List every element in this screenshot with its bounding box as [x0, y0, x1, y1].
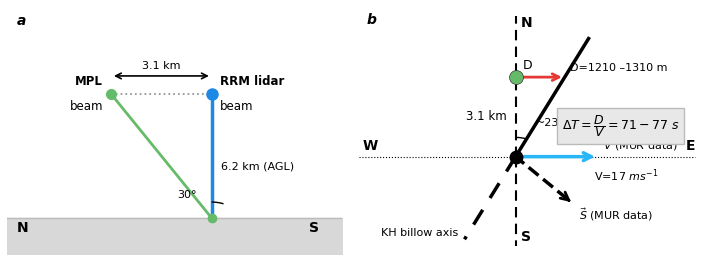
- Text: $\vec{S}$ (MUR data): $\vec{S}$ (MUR data): [579, 206, 653, 223]
- Text: V=17 $ms^{-1}$: V=17 $ms^{-1}$: [594, 167, 658, 183]
- Text: 3.1 km: 3.1 km: [142, 61, 181, 71]
- Text: W: W: [363, 139, 378, 153]
- Text: MPL: MPL: [75, 75, 103, 88]
- Text: b: b: [366, 13, 376, 27]
- Text: S: S: [521, 230, 531, 244]
- Text: RRM lidar: RRM lidar: [220, 75, 284, 88]
- Text: 6.2 km (AGL): 6.2 km (AGL): [222, 161, 295, 171]
- Text: E: E: [685, 139, 695, 153]
- Text: ~23°: ~23°: [536, 118, 565, 128]
- Text: $\Delta T = \dfrac{D}{V} = 71-77\ s$: $\Delta T = \dfrac{D}{V} = 71-77\ s$: [561, 113, 679, 139]
- Text: 30°: 30°: [178, 190, 197, 200]
- Text: S: S: [309, 221, 319, 235]
- Text: 3.1 km: 3.1 km: [465, 110, 506, 123]
- Text: N: N: [17, 221, 29, 235]
- Text: a: a: [17, 14, 27, 28]
- Text: KH billow axis: KH billow axis: [381, 228, 458, 238]
- Text: beam: beam: [220, 100, 253, 113]
- Text: N: N: [521, 15, 533, 30]
- Text: D=1210 –1310 m: D=1210 –1310 m: [570, 63, 668, 73]
- Text: $\vec{V}$ (MUR data): $\vec{V}$ (MUR data): [604, 136, 678, 153]
- Text: beam: beam: [70, 100, 103, 113]
- Text: D: D: [522, 59, 532, 72]
